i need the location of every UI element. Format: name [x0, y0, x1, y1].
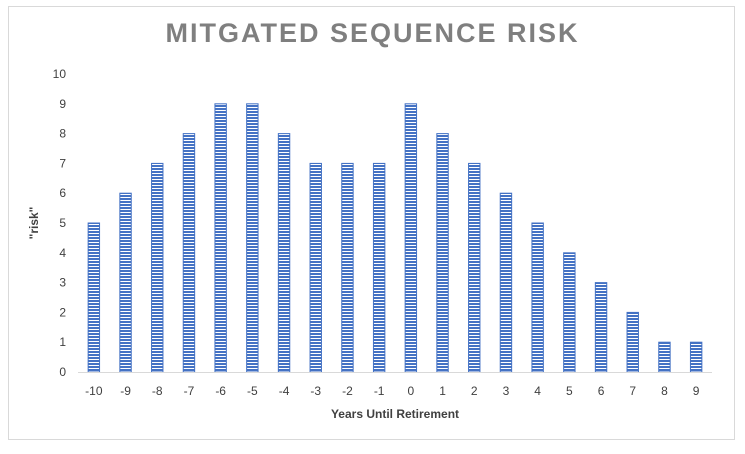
x-tick-label: -6: [215, 384, 226, 398]
x-tick-label: 1: [439, 384, 446, 398]
y-tick-label: 7: [59, 156, 66, 170]
x-tick-label: 4: [534, 384, 541, 398]
x-axis-title: Years Until Retirement: [331, 407, 459, 421]
x-tick-label: -8: [152, 384, 163, 398]
x-tick-label: -2: [342, 384, 353, 398]
x-tick-label: -7: [184, 384, 195, 398]
x-tick-label: -3: [310, 384, 321, 398]
bar: [214, 103, 227, 373]
y-tick-label: 2: [59, 305, 66, 319]
bar: [468, 162, 481, 373]
x-tick-label: -9: [120, 384, 131, 398]
bar: [309, 162, 322, 373]
y-tick-label: 4: [59, 246, 66, 260]
y-tick-label: 6: [59, 186, 66, 200]
bar: [341, 162, 354, 373]
bar: [689, 341, 703, 373]
x-tick-label: 9: [693, 384, 700, 398]
y-tick-label: 0: [59, 365, 66, 379]
bar: [594, 282, 608, 373]
bar: [182, 133, 196, 373]
chart-title: MITGATED SEQUENCE RISK: [165, 18, 580, 48]
bar: [404, 103, 418, 373]
bar: [119, 192, 132, 373]
y-tick-label: 1: [59, 335, 66, 349]
x-tick-label: -10: [85, 384, 103, 398]
y-tick-label: 3: [59, 276, 66, 290]
x-tick-label: -5: [247, 384, 258, 398]
bar: [436, 133, 449, 373]
bar: [626, 311, 639, 373]
y-tick-label: 8: [59, 127, 66, 141]
x-tick-label: 2: [471, 384, 478, 398]
bar: [658, 341, 671, 373]
bar: [372, 162, 386, 373]
y-tick-label: 5: [59, 216, 66, 230]
y-axis-ticks: 0 1 2 3 4 5 6 7 8 9 10: [53, 67, 67, 379]
x-tick-label: 5: [566, 384, 573, 398]
x-tick-label: 0: [408, 384, 415, 398]
x-axis-ticks: -10 -9 -8 -7 -6 -5 -4 -3 -2 -1 0 1 2 3 4 5 6 7 8 9: [85, 384, 700, 398]
bar: [87, 222, 101, 373]
bar: [499, 192, 513, 373]
x-tick-label: 8: [661, 384, 668, 398]
x-tick-label: 7: [629, 384, 636, 398]
x-tick-label: 3: [503, 384, 510, 398]
bar: [246, 103, 259, 373]
bar: [277, 133, 291, 373]
y-tick-label: 10: [53, 67, 67, 81]
bar: [563, 252, 576, 373]
x-tick-label: 6: [598, 384, 605, 398]
bar: [151, 162, 164, 373]
x-tick-label: -4: [279, 384, 290, 398]
y-axis-title: "risk": [27, 207, 41, 240]
y-tick-label: 9: [59, 97, 66, 111]
x-tick-label: -1: [374, 384, 385, 398]
bar-series: [87, 103, 703, 373]
bar: [531, 222, 544, 373]
